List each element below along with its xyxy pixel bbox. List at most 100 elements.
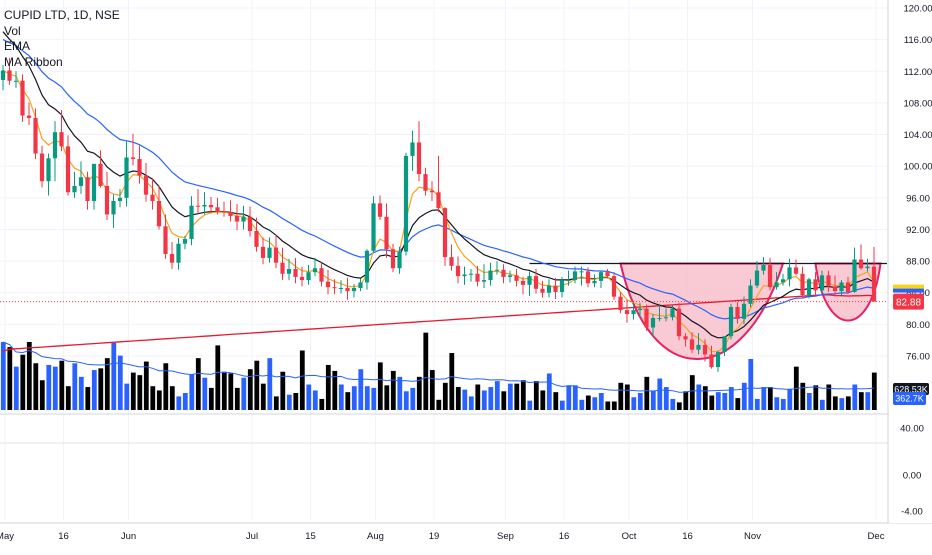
candle-body bbox=[670, 308, 675, 318]
indicator-ma-ribbon[interactable]: MA Ribbon bbox=[4, 54, 63, 69]
candle-body bbox=[735, 306, 740, 319]
volume-bar bbox=[208, 387, 214, 410]
volume-bar bbox=[286, 394, 292, 410]
volume-bar bbox=[52, 366, 58, 410]
candle-body bbox=[364, 250, 370, 283]
volume-bar bbox=[826, 384, 832, 410]
volume-bar bbox=[416, 376, 422, 410]
candle-body bbox=[423, 174, 428, 191]
volume-bar bbox=[715, 392, 721, 410]
time-tick-label: 19 bbox=[429, 531, 440, 542]
candle-body bbox=[676, 308, 682, 337]
volume-bar bbox=[299, 350, 305, 410]
volume-bar bbox=[78, 376, 84, 410]
price-tick-label: 92.00 bbox=[906, 225, 930, 236]
candle-body bbox=[72, 185, 77, 193]
candle-body bbox=[442, 208, 448, 258]
candle-body bbox=[254, 231, 259, 247]
volume-bar bbox=[806, 393, 812, 410]
candle-body bbox=[39, 153, 45, 182]
candle-body bbox=[280, 262, 285, 274]
candle-body bbox=[410, 142, 415, 156]
volume-bar bbox=[137, 375, 143, 410]
ema-fast-tag bbox=[893, 284, 924, 289]
candle-body bbox=[598, 272, 604, 281]
price-tick-label: 112.00 bbox=[904, 67, 932, 78]
price-tick-label: 104.00 bbox=[903, 130, 932, 141]
volume-bar bbox=[228, 373, 234, 410]
candle-body bbox=[52, 132, 58, 159]
price-tick-label: 116.00 bbox=[904, 35, 932, 46]
volume-bar bbox=[533, 381, 539, 410]
volume-ma-label-bg bbox=[893, 392, 926, 405]
candle-body bbox=[130, 157, 136, 160]
volume-bar bbox=[169, 386, 175, 410]
volume-bar bbox=[143, 361, 149, 410]
volume-bar bbox=[377, 362, 383, 410]
candle-body bbox=[228, 212, 233, 217]
volume-bar bbox=[780, 398, 786, 410]
volume-bar bbox=[46, 364, 52, 410]
candle-body bbox=[683, 336, 688, 340]
ma-long-line bbox=[2, 294, 875, 352]
volume-bar bbox=[683, 391, 689, 410]
candle-body bbox=[832, 286, 838, 292]
volume-bar bbox=[319, 398, 325, 410]
volume-bar bbox=[644, 376, 650, 410]
candle-body bbox=[826, 275, 831, 287]
volume-bar bbox=[676, 402, 682, 410]
volume-bar bbox=[26, 342, 32, 410]
volume-bar bbox=[741, 382, 747, 410]
volume-bar bbox=[637, 393, 643, 410]
time-tick-label: May bbox=[0, 531, 14, 542]
candle-body bbox=[33, 117, 38, 154]
volume-bar bbox=[819, 399, 825, 410]
volume-bar bbox=[182, 393, 188, 410]
volume-bar bbox=[475, 384, 481, 410]
volume-bar bbox=[156, 390, 162, 410]
candle-body bbox=[429, 190, 435, 193]
candle-body bbox=[176, 243, 181, 263]
volume-label: 628.53K bbox=[894, 385, 928, 395]
candle-body bbox=[754, 270, 760, 286]
volume-bar bbox=[748, 359, 754, 410]
candle-body bbox=[286, 269, 292, 274]
candle-body bbox=[657, 318, 662, 320]
volume-bar bbox=[104, 358, 110, 410]
candle-body bbox=[455, 265, 461, 277]
volume-bar bbox=[358, 369, 364, 410]
indicator-vol[interactable]: Vol bbox=[4, 23, 21, 38]
candle-body bbox=[663, 317, 669, 319]
symbol-title[interactable]: CUPID LTD, 1D, NSE bbox=[4, 8, 120, 22]
candle-body bbox=[241, 216, 246, 222]
volume-bar bbox=[293, 393, 299, 410]
price-tick-label: 120.00 bbox=[903, 4, 932, 15]
candle-body bbox=[579, 271, 584, 273]
volume-bar bbox=[689, 375, 695, 410]
volume-bar bbox=[774, 397, 780, 410]
candle-body bbox=[293, 269, 298, 277]
last-price-tag-bg bbox=[893, 293, 924, 310]
moving-averages bbox=[2, 31, 875, 353]
candle-body bbox=[592, 280, 597, 284]
volume-bar bbox=[767, 387, 773, 410]
volume-bar bbox=[280, 371, 286, 410]
volume-bar bbox=[150, 386, 156, 410]
candle-body bbox=[572, 271, 578, 281]
candle-body bbox=[273, 247, 279, 263]
time-tick-label: Oct bbox=[622, 531, 637, 542]
indicator-ema[interactable]: EMA bbox=[4, 39, 31, 53]
volume-bar bbox=[260, 383, 266, 410]
volume-bar bbox=[468, 396, 474, 410]
volume-bar bbox=[494, 381, 500, 410]
candle-body bbox=[481, 280, 487, 282]
candle-body bbox=[98, 163, 103, 186]
time-tick-label: Dec bbox=[868, 531, 885, 542]
candle-body bbox=[475, 273, 480, 282]
candle-body bbox=[559, 280, 565, 292]
candle-body bbox=[384, 216, 389, 250]
time-tick-label: 16 bbox=[58, 531, 69, 542]
volume-bars bbox=[0, 332, 877, 410]
